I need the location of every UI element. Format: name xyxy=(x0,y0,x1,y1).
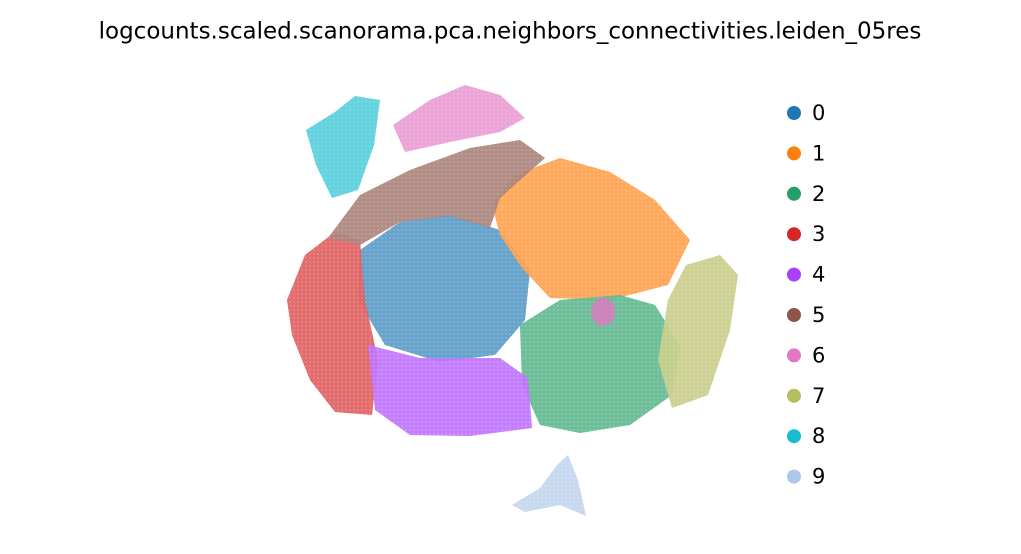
legend-label: 9 xyxy=(812,465,825,489)
cluster-texture xyxy=(520,295,680,433)
legend-marker xyxy=(787,308,801,322)
legend-label: 2 xyxy=(812,182,825,206)
embedding xyxy=(287,85,738,516)
cluster-texture xyxy=(492,158,690,300)
legend-marker xyxy=(787,348,801,363)
legend-marker xyxy=(787,227,801,242)
legend-label: 3 xyxy=(812,222,825,246)
legend-marker xyxy=(787,469,801,484)
cluster-texture xyxy=(512,455,586,516)
legend-marker xyxy=(787,146,801,161)
cluster-texture xyxy=(306,96,380,198)
legend-label: 4 xyxy=(812,263,825,287)
chart-title: logcounts.scaled.scanorama.pca.neighbors… xyxy=(99,19,922,45)
cluster-texture xyxy=(328,140,545,245)
legend-marker xyxy=(787,267,801,282)
cluster-texture xyxy=(393,85,525,152)
legend-label: 8 xyxy=(812,424,825,448)
legend-label: 0 xyxy=(812,101,825,125)
cluster-texture xyxy=(287,232,378,415)
legend-label: 6 xyxy=(812,343,825,367)
legend-marker xyxy=(787,106,801,120)
legend-marker xyxy=(787,186,801,201)
cluster-texture xyxy=(358,215,530,362)
legend-label: 1 xyxy=(812,141,825,165)
cluster-texture xyxy=(658,255,738,408)
legend-marker xyxy=(787,388,801,403)
legend: 0 1 2 3 4 5 6 7 8 9 xyxy=(787,101,825,489)
cluster-texture xyxy=(368,345,532,436)
legend-marker xyxy=(787,429,801,444)
legend-label: 5 xyxy=(812,303,825,327)
cluster-region xyxy=(591,298,615,326)
legend-label: 7 xyxy=(812,384,825,408)
